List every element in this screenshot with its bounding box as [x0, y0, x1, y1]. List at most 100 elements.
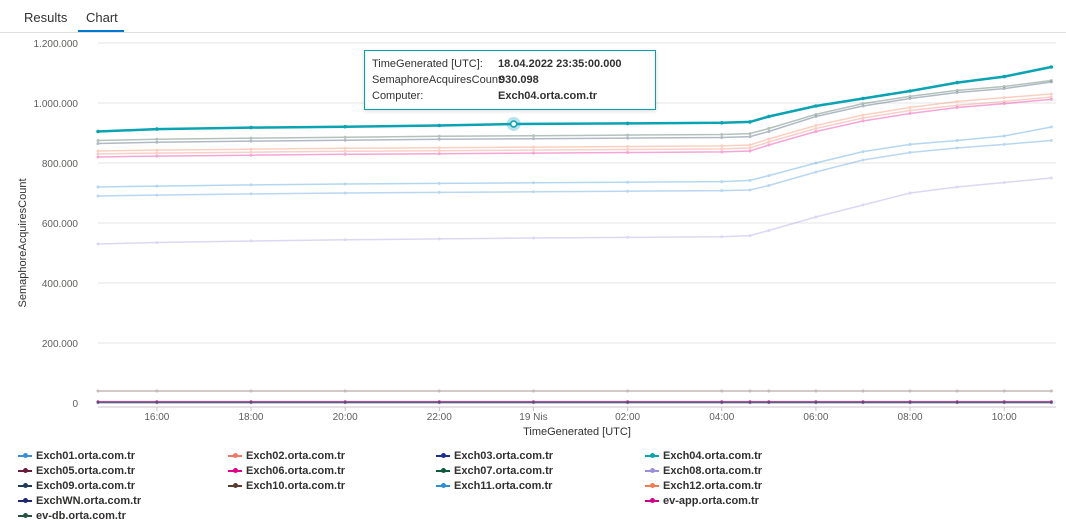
data-point — [1002, 389, 1006, 393]
x-tick-label: 10:00 — [992, 412, 1017, 423]
legend-item[interactable]: Exch05.orta.com.tr — [18, 463, 135, 479]
legend-item[interactable]: ExchWN.orta.com.tr — [18, 493, 141, 509]
data-point — [437, 134, 441, 138]
data-point — [1049, 401, 1053, 405]
data-point — [861, 150, 865, 154]
data-point — [814, 400, 818, 404]
legend-item[interactable]: Exch06.orta.com.tr — [228, 463, 345, 479]
data-point — [908, 400, 912, 404]
data-point — [96, 400, 100, 404]
tooltip-key: TimeGenerated [UTC]: — [372, 58, 483, 70]
legend-item[interactable]: Exch02.orta.com.tr — [228, 448, 345, 464]
data-point — [767, 143, 771, 147]
data-point — [531, 148, 535, 152]
series-line — [97, 65, 1052, 133]
legend-label: Exch10.orta.com.tr — [246, 480, 346, 492]
data-point — [748, 132, 752, 136]
data-point — [249, 400, 253, 403]
legend-item[interactable]: Exch07.orta.com.tr — [436, 463, 553, 479]
x-axis-label: TimeGenerated [UTC] — [523, 426, 631, 438]
data-point — [767, 140, 771, 144]
data-point — [767, 400, 771, 404]
data-point — [626, 145, 630, 148]
legend-item[interactable]: Exch01.orta.com.tr — [18, 448, 135, 464]
data-point — [767, 400, 771, 403]
data-point — [531, 400, 535, 403]
data-point — [531, 145, 535, 149]
data-point — [96, 401, 100, 405]
data-point — [96, 155, 100, 159]
y-tick-label: 200.000 — [42, 339, 79, 350]
data-point — [719, 121, 724, 125]
data-point — [1049, 400, 1053, 404]
y-axis-label: SemaphoreAcquiresCount — [17, 178, 29, 307]
legend-swatch — [18, 497, 32, 505]
tooltip-value: 18.04.2022 23:35:00.000 — [498, 58, 622, 70]
legend-item[interactable]: Exch11.orta.com.tr — [436, 478, 552, 494]
legend-item[interactable]: ev-app.orta.com.tr — [645, 493, 759, 509]
data-point — [1049, 97, 1053, 101]
data-point — [955, 100, 959, 103]
data-point — [343, 400, 347, 403]
data-point — [343, 238, 347, 242]
series-line — [97, 81, 1052, 145]
data-point — [343, 124, 347, 129]
tab-bar: Results Chart — [0, 0, 1066, 33]
legend-item[interactable]: Exch09.orta.com.tr — [18, 478, 135, 494]
legend-item[interactable]: Exch08.orta.com.tr — [645, 463, 762, 479]
data-point — [861, 104, 865, 108]
data-point — [1049, 95, 1053, 99]
series-line — [97, 93, 1052, 152]
data-point — [814, 104, 818, 108]
data-point — [955, 103, 959, 107]
legend-swatch — [436, 482, 450, 490]
data-point — [155, 241, 159, 244]
legend-swatch — [228, 467, 242, 475]
data-point — [767, 401, 771, 405]
data-point — [343, 389, 347, 393]
x-tick-label: 08:00 — [898, 412, 923, 423]
data-point — [249, 239, 253, 243]
x-tick-label: 22:00 — [427, 412, 452, 423]
data-point — [1049, 400, 1053, 404]
series-line — [97, 98, 1052, 158]
data-point — [155, 137, 159, 141]
data-point — [955, 400, 959, 403]
hover-point — [509, 120, 518, 128]
tab-results[interactable]: Results — [24, 10, 68, 25]
data-point — [748, 400, 752, 404]
legend-swatch — [18, 467, 32, 475]
data-point — [155, 151, 159, 155]
legend-item[interactable]: Exch12.orta.com.tr — [645, 478, 762, 494]
legend-swatch — [228, 452, 242, 460]
data-point — [861, 400, 865, 403]
legend-item[interactable]: ev-db.orta.com.tr — [18, 508, 126, 524]
data-point — [249, 150, 253, 154]
data-point — [1049, 92, 1053, 96]
legend-label: Exch11.orta.com.tr — [454, 480, 553, 492]
legend-item[interactable]: Exch03.orta.com.tr — [436, 448, 553, 464]
data-point — [955, 401, 959, 405]
data-point — [908, 112, 912, 115]
legend-swatch — [436, 452, 450, 460]
legend-label: Exch06.orta.com.tr — [246, 465, 346, 477]
legend-item[interactable]: Exch10.orta.com.tr — [228, 478, 345, 494]
series-exch04 — [96, 65, 1054, 134]
legend-label: Exch07.orta.com.tr — [454, 465, 554, 477]
series-exch06 — [96, 97, 1053, 159]
data-point — [437, 146, 441, 150]
data-point — [814, 400, 818, 404]
data-point — [155, 400, 159, 404]
data-point — [626, 180, 630, 184]
series-exchwn — [96, 400, 1053, 404]
data-point — [249, 147, 253, 151]
data-point — [531, 181, 535, 185]
data-point — [908, 389, 912, 393]
tooltip-value: 930.098 — [499, 74, 539, 86]
legend-item[interactable]: Exch04.orta.com.tr — [645, 448, 762, 464]
line-chart: 0 200.000 400.000 600.000 800.000 1.000.000 1.… — [17, 39, 1056, 438]
data-point — [861, 203, 865, 207]
tab-chart[interactable]: Chart — [86, 10, 118, 25]
data-point — [720, 400, 724, 404]
data-point — [908, 151, 912, 154]
